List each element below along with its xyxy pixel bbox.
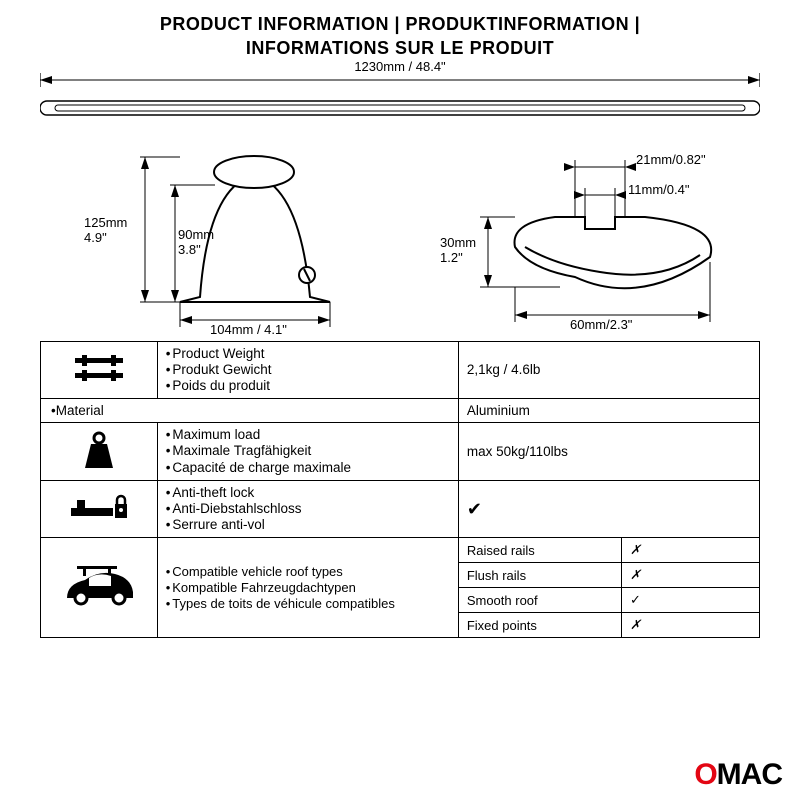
check-icon: ✔: [458, 480, 759, 538]
spec-value: 2,1kg / 4.6lb: [458, 341, 759, 399]
spec-value: Aluminium: [458, 399, 759, 423]
diagram-foot: 125mm4.9" 90mm3.8" 104mm / 4.1": [40, 127, 400, 337]
page-title: PRODUCT INFORMATION | PRODUKTINFORMATION…: [40, 12, 760, 61]
roof-type-name: Smooth roof: [458, 588, 621, 613]
spec-label: Types de toits de véhicule compatibles: [166, 596, 450, 612]
x-icon: ✗: [621, 613, 759, 638]
bars-icon: [41, 341, 158, 399]
dim-profile-slot-top: 21mm/0.82": [636, 152, 706, 167]
table-row: Anti-theft lock Anti-Diebstahlschloss Se…: [41, 480, 760, 538]
dim-foot-width: 104mm / 4.1": [210, 322, 287, 337]
spec-label: Anti-theft lock: [166, 485, 450, 501]
title-line-1: PRODUCT INFORMATION | PRODUKTINFORMATION…: [160, 14, 640, 34]
weight-icon: [41, 423, 158, 481]
lock-icon: [41, 480, 158, 538]
car-icon: [41, 538, 158, 638]
title-line-2: INFORMATIONS SUR LE PRODUIT: [246, 38, 554, 58]
table-row: •Material Aluminium: [41, 399, 760, 423]
brand-logo: OMAC: [694, 758, 782, 792]
diagram-profile: 21mm/0.82" 11mm/0.4" 30mm1.2" 60mm/2.3": [400, 127, 760, 337]
roof-type-name: Raised rails: [458, 538, 621, 563]
dim-profile-slot-inner: 11mm/0.4": [628, 182, 689, 197]
table-row: Compatible vehicle roof types Kompatible…: [41, 538, 760, 563]
spec-label: Material: [56, 403, 104, 418]
dim-profile-height: 30mm1.2": [440, 235, 476, 265]
diagram-overall-length: 1230mm / 48.4": [40, 67, 760, 127]
roof-type-name: Fixed points: [458, 613, 621, 638]
dim-foot-height-outer: 125mm4.9": [84, 215, 127, 245]
spec-label: Product Weight: [166, 346, 450, 362]
table-row: Product Weight Produkt Gewicht Poids du …: [41, 341, 760, 399]
spec-label: Maximum load: [166, 427, 450, 443]
dim-profile-width: 60mm/2.3": [570, 317, 632, 332]
x-icon: ✗: [621, 538, 759, 563]
dim-overall-length: 1230mm / 48.4": [354, 59, 445, 74]
spec-label: Compatible vehicle roof types: [166, 564, 450, 580]
spec-value: max 50kg/110lbs: [458, 423, 759, 481]
check-icon: ✓: [621, 588, 759, 613]
spec-label: Anti-Diebstahlschloss: [166, 501, 450, 517]
table-row: Maximum load Maximale Tragfähigkeit Capa…: [41, 423, 760, 481]
spec-label: Produkt Gewicht: [166, 362, 450, 378]
x-icon: ✗: [621, 563, 759, 588]
spec-label: Capacité de charge maximale: [166, 460, 450, 476]
spec-table: Product Weight Produkt Gewicht Poids du …: [40, 341, 760, 639]
spec-label: Poids du produit: [166, 378, 450, 394]
spec-label: Serrure anti-vol: [166, 517, 450, 533]
spec-label: Kompatible Fahrzeugdachtypen: [166, 580, 450, 596]
spec-label: Maximale Tragfähigkeit: [166, 443, 450, 459]
roof-type-name: Flush rails: [458, 563, 621, 588]
dim-foot-height-inner: 90mm3.8": [178, 227, 214, 257]
